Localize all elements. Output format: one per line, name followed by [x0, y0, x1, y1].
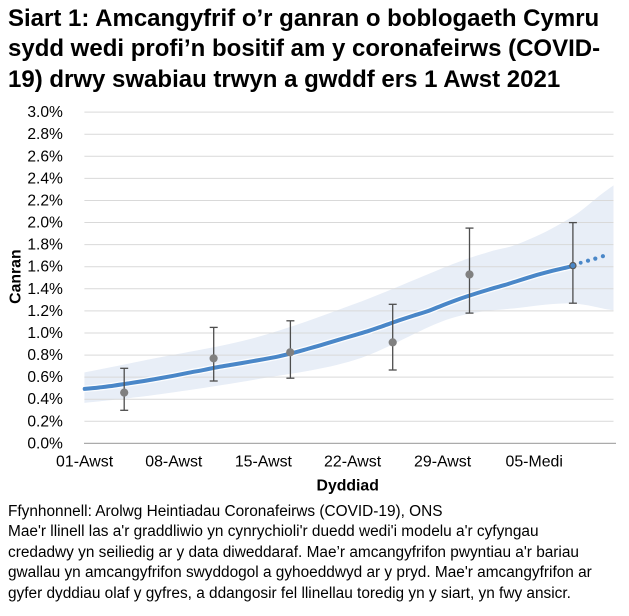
svg-text:29-Awst: 29-Awst	[414, 454, 472, 471]
svg-text:01-Awst: 01-Awst	[56, 454, 114, 471]
svg-text:08-Awst: 08-Awst	[145, 454, 203, 471]
svg-text:22-Awst: 22-Awst	[324, 454, 382, 471]
svg-text:1.0%: 1.0%	[27, 325, 63, 342]
svg-text:3.0%: 3.0%	[27, 104, 63, 121]
svg-text:2.4%: 2.4%	[27, 170, 63, 187]
svg-text:Canran: Canran	[8, 249, 25, 303]
svg-text:15-Awst: 15-Awst	[235, 454, 293, 471]
svg-text:05-Medi: 05-Medi	[505, 454, 562, 471]
svg-text:1.6%: 1.6%	[27, 259, 63, 276]
svg-text:1.4%: 1.4%	[27, 281, 63, 298]
svg-text:0.0%: 0.0%	[27, 435, 63, 452]
svg-text:2.0%: 2.0%	[27, 215, 63, 232]
svg-text:2.2%: 2.2%	[27, 193, 63, 210]
svg-text:0.2%: 0.2%	[27, 413, 63, 430]
svg-text:0.6%: 0.6%	[27, 369, 63, 386]
svg-text:2.6%: 2.6%	[27, 148, 63, 165]
svg-text:Dyddiad: Dyddiad	[317, 477, 379, 494]
svg-text:0.4%: 0.4%	[27, 391, 63, 408]
svg-text:2.8%: 2.8%	[27, 126, 63, 143]
svg-text:1.8%: 1.8%	[27, 237, 63, 254]
svg-text:0.8%: 0.8%	[27, 347, 63, 364]
svg-text:1.2%: 1.2%	[27, 303, 63, 320]
